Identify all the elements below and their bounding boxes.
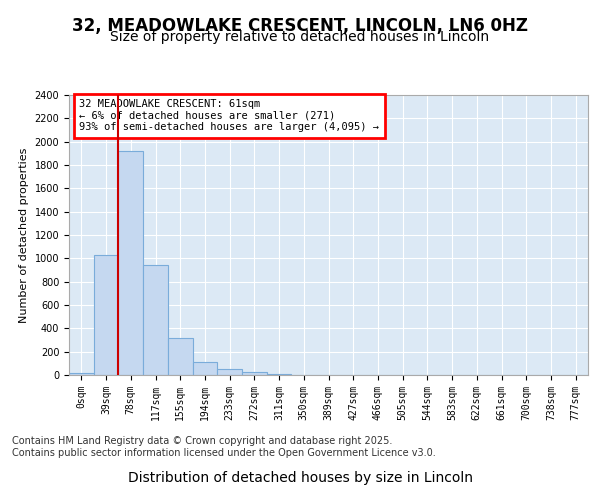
- Bar: [217, 368, 242, 375]
- Bar: [118, 151, 143, 375]
- Bar: [193, 362, 217, 375]
- Bar: [267, 374, 292, 375]
- Text: Distribution of detached houses by size in Lincoln: Distribution of detached houses by size …: [128, 471, 473, 485]
- Text: 32, MEADOWLAKE CRESCENT, LINCOLN, LN6 0HZ: 32, MEADOWLAKE CRESCENT, LINCOLN, LN6 0H…: [72, 18, 528, 36]
- Bar: [242, 372, 267, 375]
- Bar: [69, 373, 94, 375]
- Bar: [94, 256, 118, 375]
- Text: Contains HM Land Registry data © Crown copyright and database right 2025.
Contai: Contains HM Land Registry data © Crown c…: [12, 436, 436, 458]
- Text: Size of property relative to detached houses in Lincoln: Size of property relative to detached ho…: [110, 30, 490, 44]
- Bar: [143, 266, 168, 375]
- Bar: [168, 338, 193, 375]
- Text: 32 MEADOWLAKE CRESCENT: 61sqm
← 6% of detached houses are smaller (271)
93% of s: 32 MEADOWLAKE CRESCENT: 61sqm ← 6% of de…: [79, 99, 379, 132]
- Y-axis label: Number of detached properties: Number of detached properties: [19, 148, 29, 322]
